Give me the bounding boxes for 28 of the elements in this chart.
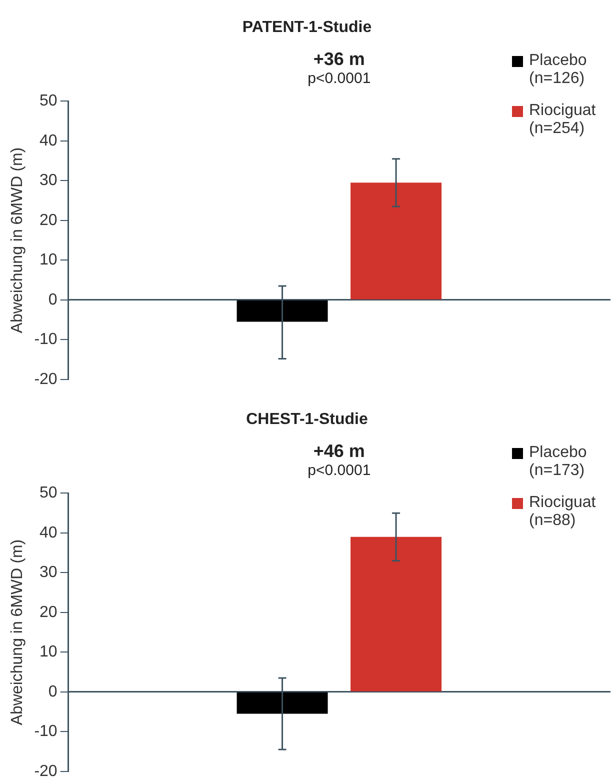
y-axis-title: Abweichung in 6MWD (m) (9, 539, 26, 726)
y-tick-label: 20 (40, 604, 58, 621)
y-tick-label: 40 (40, 132, 58, 150)
y-tick-label: 0 (48, 291, 58, 308)
y-tick-label: 20 (40, 212, 58, 229)
y-tick-label: 30 (40, 172, 58, 190)
y-tick-label: 40 (40, 524, 58, 542)
text: p<0.0001 (308, 70, 371, 88)
legend-label: Riociguat (n=88) (529, 494, 597, 530)
y-tick-label: 10 (40, 252, 58, 269)
chart-title: CHEST-1-Studie (246, 411, 368, 428)
text: +46 m (313, 441, 365, 462)
y-tick-label: 50 (40, 484, 58, 502)
legend-label: Placebo (n=173) (529, 444, 588, 480)
y-tick-label: 30 (40, 564, 58, 582)
y-tick-label: -10 (34, 723, 58, 740)
y-tick-label: 50 (40, 92, 58, 110)
text: p<0.0001 (308, 462, 371, 480)
y-tick-label: 0 (48, 683, 58, 700)
legend-label: Riociguat (n=254) (529, 102, 597, 138)
legend-label: Placebo (n=126) (529, 52, 588, 88)
y-tick-label: -10 (34, 331, 58, 348)
y-tick-label: 10 (40, 644, 58, 661)
text: +36 m (313, 49, 365, 70)
chart-title: PATENT-1-Studie (242, 19, 372, 36)
y-axis-title: Abweichung in 6MWD (m) (9, 147, 26, 334)
y-tick-label: -20 (34, 370, 58, 388)
y-tick-label: -20 (34, 762, 58, 780)
